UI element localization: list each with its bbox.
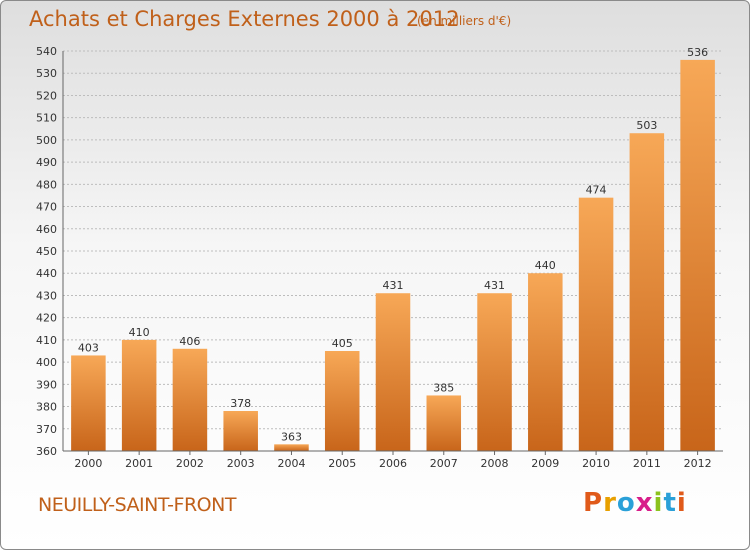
value-label-2001: 410 bbox=[129, 326, 150, 339]
chart-subtitle: (en milliers d'€) bbox=[417, 14, 512, 28]
logo-letter: r bbox=[603, 488, 617, 518]
value-label-2012: 536 bbox=[687, 46, 708, 59]
y-tick-label: 500 bbox=[36, 134, 57, 147]
value-label-2002: 406 bbox=[179, 335, 200, 348]
y-tick-label: 480 bbox=[36, 178, 57, 191]
y-tick-label: 390 bbox=[36, 378, 57, 391]
x-tick-label-2004: 2004 bbox=[277, 457, 305, 470]
x-tick-label-2002: 2002 bbox=[176, 457, 204, 470]
y-tick-label: 510 bbox=[36, 112, 57, 125]
bar-2009[interactable] bbox=[528, 273, 563, 451]
y-tick-label: 540 bbox=[36, 45, 57, 58]
x-tick-label-2007: 2007 bbox=[430, 457, 458, 470]
value-label-2011: 503 bbox=[636, 119, 657, 132]
x-tick-label-2008: 2008 bbox=[481, 457, 509, 470]
x-tick-label-2009: 2009 bbox=[531, 457, 559, 470]
x-tick-label-2000: 2000 bbox=[74, 457, 102, 470]
y-tick-label: 360 bbox=[36, 445, 57, 458]
y-tick-label: 520 bbox=[36, 89, 57, 102]
commune-name: NEUILLY-SAINT-FRONT bbox=[38, 494, 236, 516]
bar-2006[interactable] bbox=[375, 293, 411, 451]
bar-2004[interactable] bbox=[274, 444, 309, 451]
bar-2001[interactable] bbox=[121, 339, 157, 451]
x-tick-label-2003: 2003 bbox=[227, 457, 255, 470]
y-tick-label: 370 bbox=[36, 423, 57, 436]
value-label-2000: 403 bbox=[78, 341, 99, 354]
y-tick-label: 400 bbox=[36, 356, 57, 369]
logo-letter: i bbox=[653, 488, 664, 518]
bar-2005[interactable] bbox=[324, 351, 360, 451]
y-tick-label: 530 bbox=[36, 67, 57, 80]
y-tick-label: 440 bbox=[36, 267, 57, 280]
value-label-2009: 440 bbox=[535, 259, 556, 272]
y-tick-label: 450 bbox=[36, 245, 57, 258]
logo-letter: t bbox=[663, 488, 677, 518]
value-label-2010: 474 bbox=[586, 184, 607, 197]
logo-letter: P bbox=[583, 488, 604, 518]
x-tick-label-2001: 2001 bbox=[125, 457, 153, 470]
bar-2010[interactable] bbox=[578, 197, 614, 451]
y-tick-label: 470 bbox=[36, 201, 57, 214]
bar-2003[interactable] bbox=[223, 411, 258, 451]
value-label-2004: 363 bbox=[281, 430, 302, 443]
x-tick-label-2006: 2006 bbox=[379, 457, 407, 470]
bar-2000[interactable] bbox=[71, 355, 106, 451]
bar-2002[interactable] bbox=[172, 348, 208, 451]
value-label-2006: 431 bbox=[383, 279, 404, 292]
y-tick-label: 410 bbox=[36, 334, 57, 347]
value-label-2003: 378 bbox=[230, 397, 251, 410]
proxiti-logo[interactable]: Proxiti bbox=[583, 488, 687, 518]
y-tick-label: 430 bbox=[36, 289, 57, 302]
bar-2011[interactable] bbox=[629, 133, 665, 451]
value-label-2007: 385 bbox=[433, 381, 454, 394]
logo-letter: o bbox=[616, 488, 636, 518]
logo-letter: x bbox=[635, 488, 654, 518]
value-label-2008: 431 bbox=[484, 279, 505, 292]
logo-letter: i bbox=[676, 488, 687, 518]
bars: 403 410 406 378 363 405 431 385 431 440 474 503 536 bbox=[71, 46, 715, 452]
bar-2007[interactable] bbox=[426, 395, 462, 451]
x-tick-label-2005: 2005 bbox=[328, 457, 356, 470]
y-tick-label: 490 bbox=[36, 156, 57, 169]
bar-2012[interactable] bbox=[680, 59, 715, 452]
x-tick-label-2010: 2010 bbox=[582, 457, 610, 470]
bar-2008[interactable] bbox=[477, 293, 512, 451]
y-tick-label: 460 bbox=[36, 223, 57, 236]
x-tick-label-2012: 2012 bbox=[684, 457, 712, 470]
y-tick-label: 380 bbox=[36, 401, 57, 414]
x-axis: 2000 2001 2002 2003 2004 2005 2006 2007 2008 2009… bbox=[63, 450, 723, 470]
chart-title: Achats et Charges Externes 2000 à 2012 bbox=[29, 7, 460, 31]
y-tick-label: 420 bbox=[36, 312, 57, 325]
y-axis: 360 370 380 390 400 410 420 430 440 450 460 470 480 4… bbox=[36, 45, 64, 458]
x-tick-label-2011: 2011 bbox=[633, 457, 661, 470]
value-label-2005: 405 bbox=[332, 337, 353, 350]
